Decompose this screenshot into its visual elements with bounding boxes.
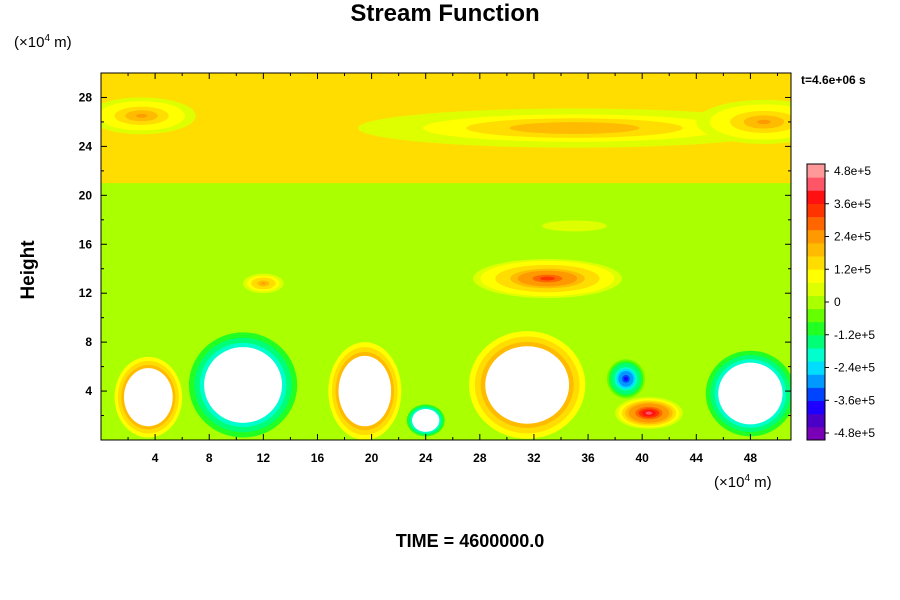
colorbar-segment (807, 242, 825, 257)
colorbar-segment (807, 229, 825, 244)
saturated-core-3 (412, 408, 440, 432)
colorbar-segment (807, 413, 825, 428)
colorbar-segment (807, 190, 825, 204)
saturated-core-0 (123, 368, 173, 427)
saturated-core-5 (718, 362, 783, 425)
contour-feature-8-ring-9 (540, 276, 555, 281)
y-tick-label: 28 (79, 90, 93, 104)
time-footer: TIME = 4600000.0 (395, 531, 545, 551)
contour-feature-7-ring-9 (645, 411, 653, 415)
colorbar-label: 2.4e+5 (834, 230, 871, 244)
colorbar-segment (807, 256, 825, 270)
time-annotation: t=4.6e+06 s (801, 73, 866, 87)
saturated-core-2 (338, 355, 392, 427)
colorbar-label: 4.8e+5 (834, 164, 871, 178)
colorbar-segment (807, 321, 825, 336)
colorbar-label: -2.4e+5 (834, 361, 875, 375)
colorbar-label: -4.8e+5 (834, 426, 875, 440)
y-axis-unit: (×104 m) (14, 33, 72, 51)
x-tick-label: 32 (527, 451, 541, 465)
colorbar-label: -1.2e+5 (834, 328, 875, 342)
x-tick-label: 12 (257, 451, 271, 465)
colorbar-label: -3.6e+5 (834, 393, 875, 407)
colorbar-label: 0 (834, 295, 841, 309)
colorbar-segment (807, 177, 825, 191)
colorbar-segment (807, 216, 825, 231)
colorbar-segment (807, 269, 825, 283)
contour-feature-6-ring-9 (624, 376, 628, 381)
colorbar-segment (807, 361, 825, 375)
x-tick-label: 28 (473, 451, 487, 465)
y-tick-label: 12 (79, 286, 93, 300)
colorbar-label: 3.6e+5 (834, 197, 871, 211)
x-tick-label: 16 (311, 451, 325, 465)
contour-feature-9-ring-9 (261, 282, 266, 285)
colorbar-segment (807, 164, 825, 178)
colorbar-segment (807, 203, 825, 218)
colorbar-segment (807, 334, 825, 349)
y-tick-label: 20 (79, 188, 93, 202)
y-tick-label: 4 (85, 384, 92, 398)
contour-feature-12-ring-9 (757, 119, 771, 125)
y-tick-label: 8 (85, 335, 92, 349)
colorbar-segment (807, 348, 825, 362)
x-tick-label: 20 (365, 451, 379, 465)
plot-frame (100, 72, 792, 441)
colorbar-segment (807, 426, 825, 441)
colorbar-segment (807, 282, 825, 296)
x-tick-label: 48 (744, 451, 758, 465)
x-axis-unit: (×104 m) (714, 473, 772, 491)
x-tick-label: 8 (206, 451, 213, 465)
x-tick-label: 4 (152, 451, 159, 465)
x-tick-label: 44 (690, 451, 704, 465)
y-tick-label: 24 (79, 139, 93, 153)
saturated-core-1 (204, 347, 283, 423)
x-tick-label: 40 (635, 451, 649, 465)
x-tick-label: 24 (419, 451, 433, 465)
saturated-core-4 (485, 346, 570, 424)
contour-feature-13-ring-9 (352, 238, 391, 243)
colorbar-segment (807, 295, 825, 310)
contour-feature-10-ring-9 (552, 126, 597, 131)
x-tick-label: 36 (581, 451, 595, 465)
colorbar-segment (807, 400, 825, 415)
field-layer (101, 73, 791, 440)
colorbar-label: 1.2e+5 (834, 262, 871, 276)
contour-feature-14-ring-9 (563, 224, 586, 228)
colorbar-segment (807, 387, 825, 402)
contour-feature-11-ring-9 (136, 113, 148, 118)
y-tick-label: 16 (79, 237, 93, 251)
chart-title: Stream Function (350, 0, 540, 27)
colorbar-segment (807, 374, 825, 388)
colorbar-segment (807, 308, 825, 323)
